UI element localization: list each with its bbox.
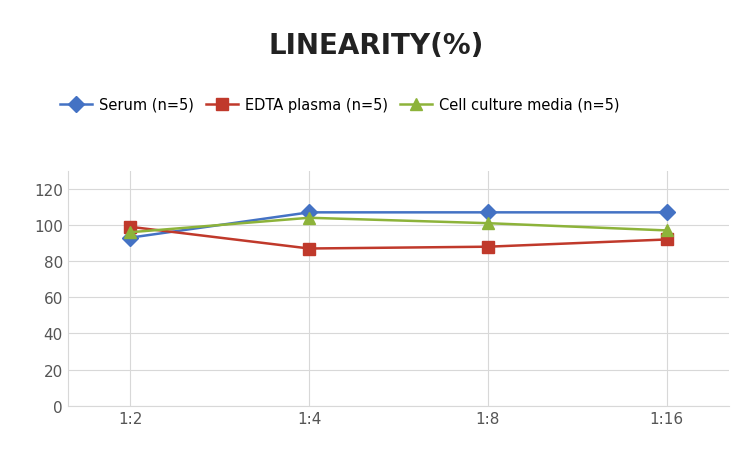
Serum (n=5) (484, 210, 493, 216)
Serum (n=5) (663, 210, 672, 216)
Line: Serum (n=5): Serum (n=5) (125, 207, 672, 244)
Cell culture media (n=5) (305, 216, 314, 221)
EDTA plasma (n=5) (484, 244, 493, 250)
EDTA plasma (n=5) (126, 225, 135, 230)
Cell culture media (n=5) (126, 230, 135, 235)
EDTA plasma (n=5) (663, 237, 672, 243)
Line: Cell culture media (n=5): Cell culture media (n=5) (125, 213, 672, 238)
Serum (n=5) (126, 235, 135, 241)
Cell culture media (n=5) (484, 221, 493, 226)
Serum (n=5) (305, 210, 314, 216)
EDTA plasma (n=5) (305, 246, 314, 252)
Text: LINEARITY(%): LINEARITY(%) (268, 32, 484, 60)
Cell culture media (n=5) (663, 228, 672, 234)
Legend: Serum (n=5), EDTA plasma (n=5), Cell culture media (n=5): Serum (n=5), EDTA plasma (n=5), Cell cul… (60, 97, 620, 112)
Line: EDTA plasma (n=5): EDTA plasma (n=5) (125, 222, 672, 254)
